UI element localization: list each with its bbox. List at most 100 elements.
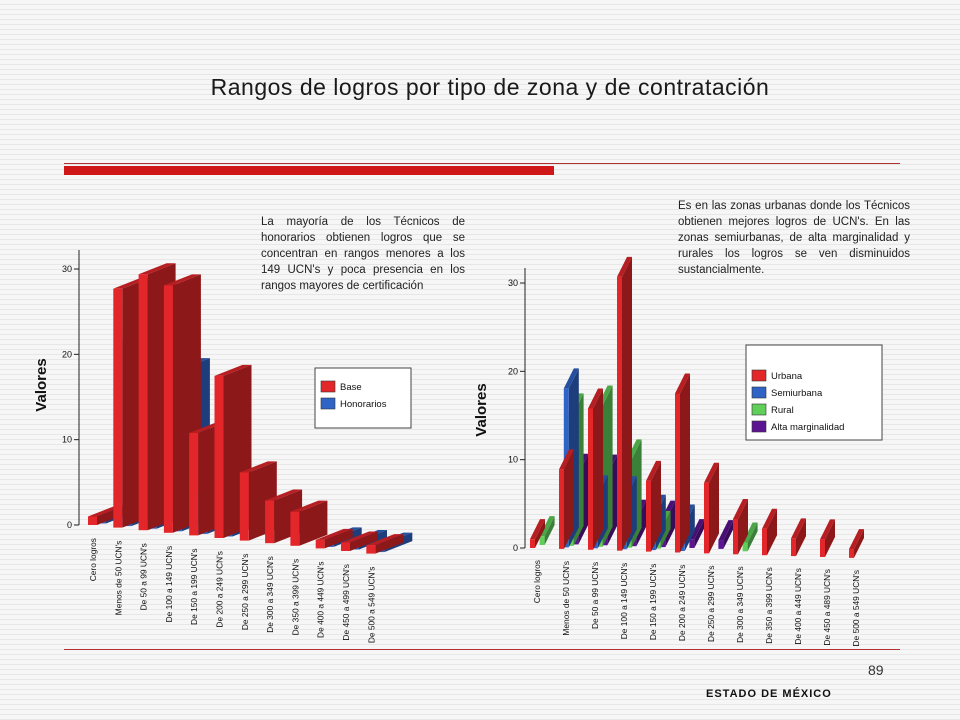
x-tick-label: De 200 a 249 UCN's	[215, 551, 225, 628]
bar-top	[588, 388, 603, 409]
chart-group: 0 10 20 30 Valores Cero logros Menos de 50 UCN…	[473, 256, 883, 647]
bar-front	[138, 274, 148, 531]
bar-top	[265, 489, 303, 501]
bar-base	[315, 528, 353, 549]
y-tick-label: 0	[513, 543, 518, 553]
x-tick-label: De 50 a 99 UCN's	[139, 543, 149, 610]
title-divider-thin	[64, 163, 900, 164]
bar-top	[563, 368, 579, 389]
y-tick-label: 20	[508, 366, 518, 376]
y-tick-label: 20	[62, 349, 72, 359]
legend-label: Base	[340, 382, 362, 393]
legend-swatch	[751, 369, 767, 382]
bar-front	[88, 516, 97, 525]
bar-urbana	[617, 256, 632, 551]
x-tick-label: De 200 a 249 UCN's	[677, 565, 687, 642]
bar-urbana	[675, 373, 690, 553]
legend: Urbana Semiurbana Rural Alta marginalidad	[745, 344, 883, 441]
legend-swatch	[751, 386, 767, 399]
bar-side	[709, 462, 719, 554]
bar-urbana	[849, 529, 864, 558]
chart-group: 0 10 20 30 Valores Cero logros Menos de 50 UCN…	[33, 250, 413, 643]
bar-side	[593, 388, 603, 550]
page-number: 89	[868, 662, 884, 678]
bar-side	[825, 519, 835, 557]
bar-top	[239, 461, 277, 473]
bar-front	[239, 472, 249, 541]
x-tick-label: Menos de 50 UCN's	[113, 541, 123, 616]
x-tick-label: De 350 a 399 UCN's	[764, 567, 774, 644]
bar-side	[680, 373, 690, 553]
bar-side	[350, 531, 378, 551]
bar-urbana	[530, 519, 545, 548]
bar-side	[324, 528, 353, 549]
legend-label: Urbana	[771, 371, 803, 382]
x-tick-label: De 500 a 549 UCN's	[851, 570, 861, 647]
slide-title: Rangos de logros por tipo de zona y de c…	[210, 74, 770, 100]
y-tick-label: 10	[508, 455, 518, 465]
bar-alta-marginalidad	[718, 520, 734, 549]
x-tick-label: Menos de 50 UCN's	[561, 561, 571, 636]
x-tick-label: De 450 a 489 UCN's	[822, 569, 832, 646]
legend-label: Rural	[771, 405, 794, 416]
x-tick-label: De 400 a 449 UCN's	[316, 561, 326, 638]
x-tick-label: Cero logros	[532, 560, 542, 603]
bar-urbana	[820, 519, 835, 557]
bar-front	[113, 288, 123, 528]
y-tick-label: 10	[62, 435, 72, 445]
legend-swatch	[751, 403, 767, 416]
bar-side	[544, 516, 555, 545]
x-tick-label: De 300 a 349 UCN's	[735, 566, 745, 643]
legend-box	[745, 344, 883, 441]
bar-top	[138, 263, 176, 275]
y-axis-label: Valores	[473, 383, 490, 436]
bar-front	[704, 482, 709, 554]
bar-front	[588, 408, 593, 550]
y-tick-label: 30	[62, 264, 72, 274]
x-tick-label: De 100 a 149 UCN's	[619, 563, 629, 640]
bar-base	[341, 531, 378, 551]
bar-top	[366, 534, 404, 546]
x-tick-label: De 350 a 399 UCN's	[290, 559, 300, 636]
bar-top	[849, 529, 864, 550]
bar-side	[723, 520, 734, 549]
bar-side	[767, 508, 777, 556]
bar-side	[299, 500, 328, 546]
footer-label: ESTADO DE MÉXICO	[706, 688, 832, 700]
bar-top	[762, 508, 777, 529]
bar-top	[718, 520, 734, 541]
bar-top	[791, 518, 806, 539]
bar-top	[315, 528, 353, 540]
bar-front	[849, 549, 854, 558]
x-tick-label: De 250 a 299 UCN's	[240, 554, 250, 631]
bar-front	[820, 539, 825, 557]
bar-top	[617, 256, 632, 277]
bottom-divider	[64, 649, 900, 650]
note-zona: Es en las zonas urbanas donde los Técnic…	[678, 200, 914, 276]
bar-urbana	[791, 518, 806, 557]
legend-label: Alta marginalidad	[771, 422, 844, 433]
x-tick-label: De 100 a 149 UCN's	[164, 546, 174, 623]
x-tick-label: De 400 a 449 UCN's	[793, 568, 803, 645]
bar-top	[675, 373, 690, 394]
bar-front	[646, 480, 651, 552]
x-tick-label: De 300 a 349 UCN's	[265, 556, 275, 633]
bar-front	[163, 285, 173, 533]
bar-top	[214, 364, 252, 376]
bar-urbana	[762, 508, 777, 556]
bar-top	[163, 274, 201, 286]
legend-swatch	[320, 397, 336, 410]
bar-side	[694, 519, 705, 548]
legend-swatch	[751, 420, 767, 433]
x-tick-label: De 250 a 299 UCN's	[706, 565, 716, 642]
bar-side	[651, 460, 661, 552]
bar-front	[341, 542, 350, 551]
legend-label: Honorarios	[340, 399, 387, 410]
bar-top	[290, 500, 328, 512]
bar-front	[366, 545, 376, 554]
x-tick-label: De 150 a 199 UCN's	[648, 564, 658, 641]
bar-side	[622, 256, 632, 551]
bar-top	[704, 462, 719, 483]
bar-front	[617, 276, 622, 551]
